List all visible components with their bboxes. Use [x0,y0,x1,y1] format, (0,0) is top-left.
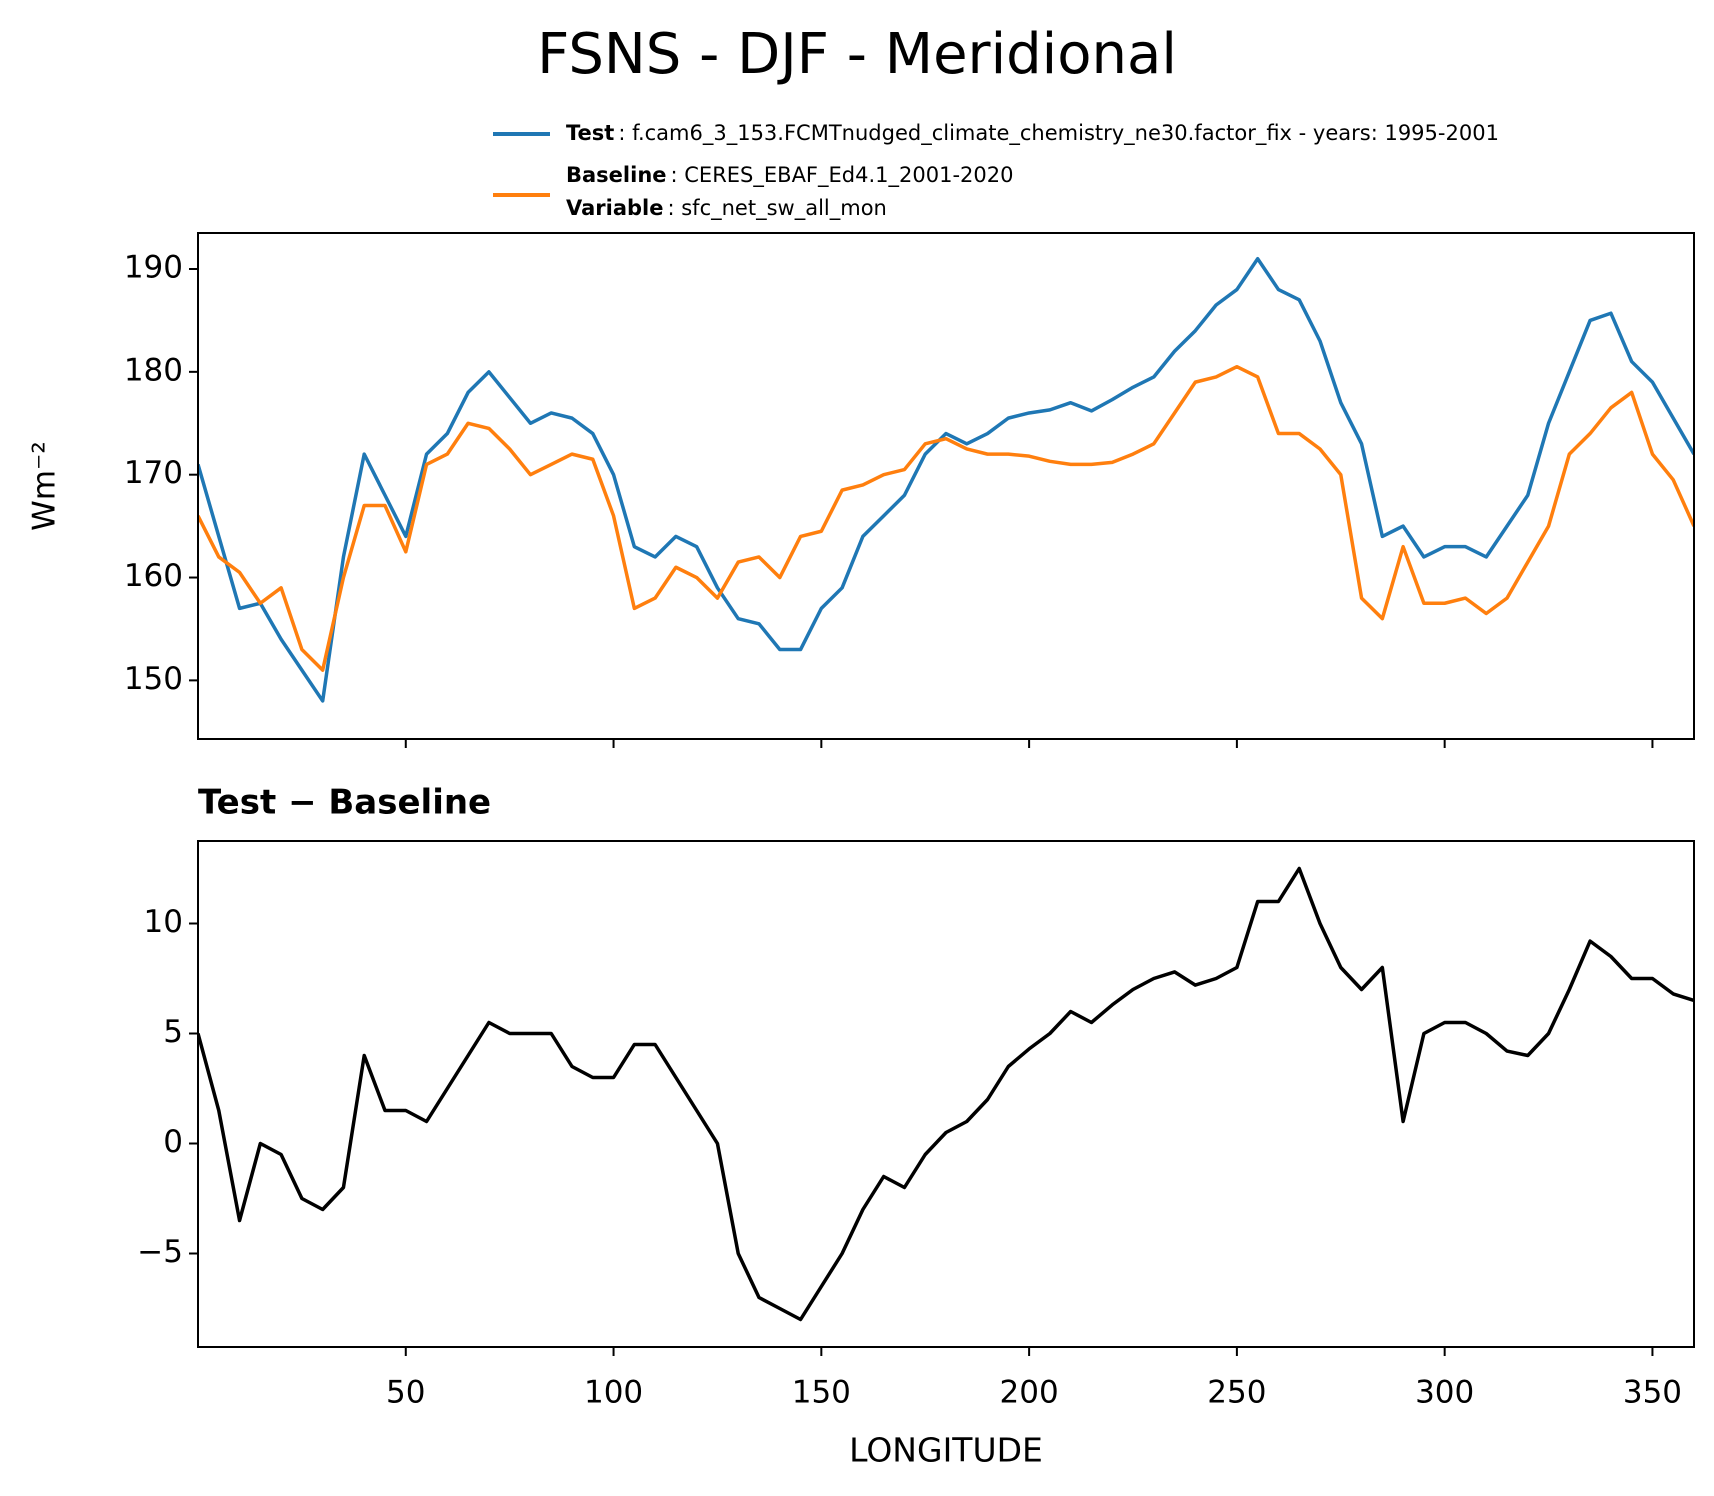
legend-label: Variable [566,196,663,220]
legend-detail: : sfc_net_sw_all_mon [667,196,886,221]
axes-frame [197,840,1695,1348]
y-tick-label: 190 [124,249,183,285]
legend-label: Baseline [566,163,667,187]
legend-label: Test [566,121,614,145]
x-tick-label: 350 [1623,1375,1682,1411]
x-tick-label: 50 [386,1375,425,1411]
figure-title: FSNS - DJF - Meridional [537,22,1177,87]
axes-frame [197,232,1695,740]
x-tick-label: 300 [1415,1375,1474,1411]
y-tick-label: 170 [124,455,183,491]
legend-detail: : f.cam6_3_153.FCMTnudged_climate_chemis… [618,121,1499,146]
y-tick-label: −5 [137,1234,183,1270]
x-tick-label: 200 [1000,1375,1059,1411]
legend-entry: Test: f.cam6_3_153.FCMTnudged_climate_ch… [566,121,1499,146]
y-tick-label: 160 [124,558,183,594]
legend-detail: : CERES_EBAF_Ed4.1_2001-2020 [671,163,1014,188]
y-tick-label: 10 [144,904,183,940]
data-line [198,866,1694,1322]
y-tick-label: 150 [124,661,183,697]
data-line [198,364,1694,672]
legend-entry: Variable: sfc_net_sw_all_mon [566,196,887,221]
legend-entry: Baseline: CERES_EBAF_Ed4.1_2001-2020 [566,163,1013,188]
x-tick-label: 250 [1207,1375,1266,1411]
x-tick-label: 100 [584,1375,643,1411]
y-tick-label: 5 [163,1014,183,1050]
x-tick-label: 150 [792,1375,851,1411]
data-line [198,256,1694,703]
x-axis-label: LONGITUDE [849,1431,1043,1470]
y-tick-label: 180 [124,352,183,388]
y-tick-label: 0 [163,1124,183,1160]
subplot-title: Test − Baseline [198,783,491,823]
y-axis-label: Wm⁻² [27,441,63,531]
